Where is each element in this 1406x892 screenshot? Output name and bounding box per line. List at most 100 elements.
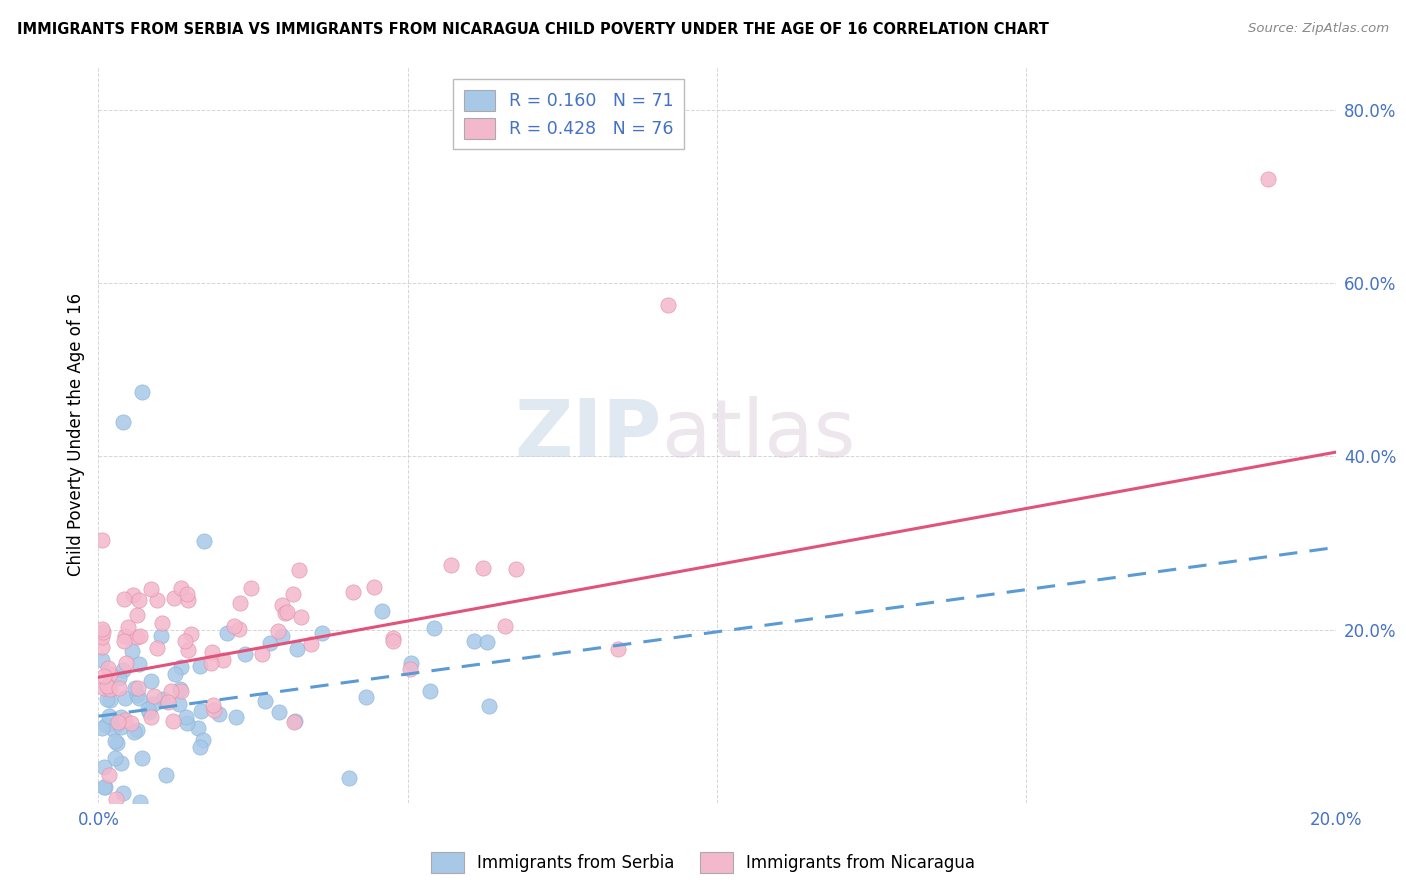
Point <box>131 384 153 399</box>
Point <box>657 298 679 312</box>
Point <box>274 606 297 620</box>
Point <box>177 593 200 607</box>
Point <box>342 585 364 599</box>
Point <box>91 624 114 639</box>
Point <box>1257 172 1279 186</box>
Point <box>381 634 404 648</box>
Point <box>105 736 128 750</box>
Text: atlas: atlas <box>661 396 856 474</box>
Point <box>128 593 150 607</box>
Point <box>96 691 118 706</box>
Point <box>114 629 136 643</box>
Point <box>98 692 121 706</box>
Point <box>290 610 312 624</box>
Point <box>299 637 322 651</box>
Point <box>104 734 127 748</box>
Point <box>267 705 290 719</box>
Point <box>169 681 191 696</box>
Point <box>125 630 148 644</box>
Point <box>104 791 127 805</box>
Point <box>112 663 135 677</box>
Point <box>193 534 215 549</box>
Point <box>311 626 333 640</box>
Legend: Immigrants from Serbia, Immigrants from Nicaragua: Immigrants from Serbia, Immigrants from … <box>425 846 981 880</box>
Point <box>477 698 499 713</box>
Point <box>337 772 360 786</box>
Point <box>97 708 120 723</box>
Point <box>114 691 136 706</box>
Point <box>90 652 112 666</box>
Point <box>208 706 231 721</box>
Point <box>98 768 121 782</box>
Point <box>131 750 153 764</box>
Point <box>167 698 190 712</box>
Point <box>225 710 247 724</box>
Point <box>108 681 131 695</box>
Point <box>163 666 186 681</box>
Point <box>233 647 256 661</box>
Point <box>146 641 169 656</box>
Point <box>201 645 224 659</box>
Point <box>363 580 385 594</box>
Legend: R = 0.160   N = 71, R = 0.428   N = 76: R = 0.160 N = 71, R = 0.428 N = 76 <box>453 79 683 149</box>
Point <box>381 632 404 646</box>
Point <box>124 681 146 696</box>
Point <box>200 656 222 670</box>
Point <box>111 786 134 800</box>
Point <box>127 681 149 695</box>
Point <box>187 721 209 735</box>
Point <box>128 691 150 706</box>
Point <box>94 718 117 732</box>
Point <box>463 634 485 648</box>
Point <box>371 604 394 618</box>
Point <box>90 640 112 655</box>
Point <box>399 657 422 671</box>
Point <box>110 710 132 724</box>
Point <box>98 681 121 696</box>
Point <box>90 630 112 644</box>
Point <box>188 740 211 755</box>
Point <box>211 652 233 666</box>
Point <box>90 622 112 636</box>
Text: IMMIGRANTS FROM SERBIA VS IMMIGRANTS FROM NICARAGUA CHILD POVERTY UNDER THE AGE : IMMIGRANTS FROM SERBIA VS IMMIGRANTS FRO… <box>17 22 1049 37</box>
Point <box>115 657 138 671</box>
Point <box>354 690 377 705</box>
Point <box>139 674 162 689</box>
Point <box>180 626 202 640</box>
Point <box>159 684 181 698</box>
Point <box>112 415 135 429</box>
Point <box>112 592 135 607</box>
Point <box>107 715 129 730</box>
Point <box>143 689 166 703</box>
Point <box>129 795 152 809</box>
Point <box>190 704 212 718</box>
Point <box>155 767 177 781</box>
Point <box>93 669 115 683</box>
Point <box>125 607 148 622</box>
Point <box>494 619 516 633</box>
Point <box>104 751 127 765</box>
Point <box>141 582 163 597</box>
Point <box>98 666 121 681</box>
Point <box>129 629 152 643</box>
Point <box>188 659 211 673</box>
Point <box>146 593 169 607</box>
Point <box>505 562 527 576</box>
Point <box>215 626 238 640</box>
Point <box>440 558 463 573</box>
Point <box>285 642 308 657</box>
Point <box>141 710 163 724</box>
Text: Source: ZipAtlas.com: Source: ZipAtlas.com <box>1249 22 1389 36</box>
Point <box>281 587 304 601</box>
Point <box>142 697 165 711</box>
Point <box>284 714 307 728</box>
Point <box>471 561 494 575</box>
Point <box>253 694 276 708</box>
Point <box>110 756 132 770</box>
Point <box>93 681 115 696</box>
Point <box>91 533 114 547</box>
Point <box>97 661 120 675</box>
Point <box>122 725 145 739</box>
Point <box>101 722 124 736</box>
Point <box>176 716 198 731</box>
